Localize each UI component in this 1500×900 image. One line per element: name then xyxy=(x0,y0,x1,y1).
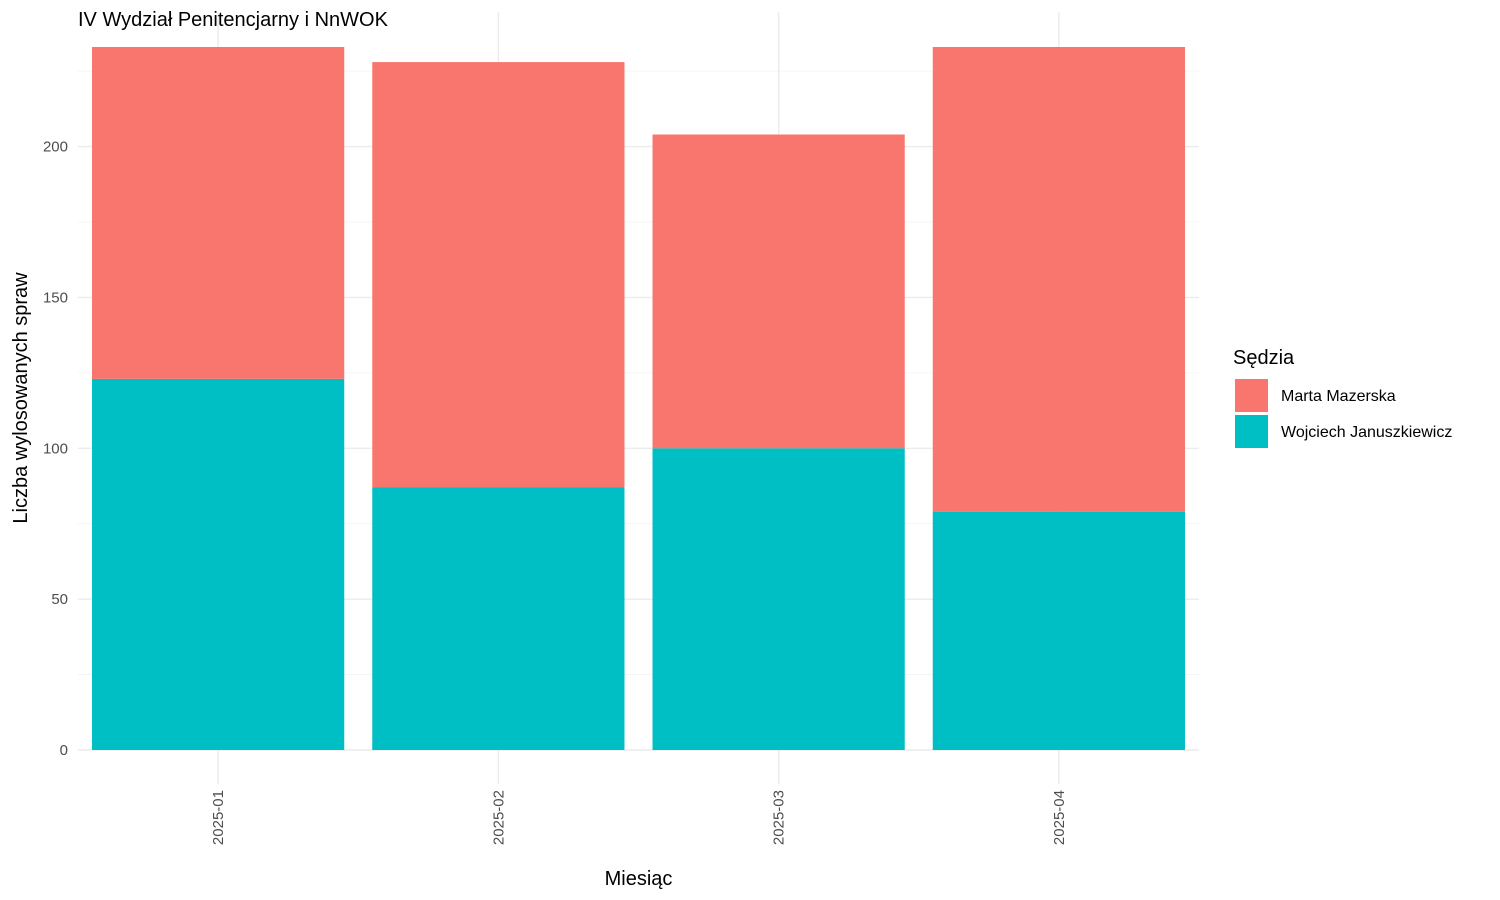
y-tick-label: 150 xyxy=(43,289,68,306)
y-tick-label: 100 xyxy=(43,440,68,457)
legend-items: Marta Mazerska Wojciech Januszkiewicz xyxy=(1235,379,1452,448)
bar-marta-mazerska-2025-03 xyxy=(652,134,905,449)
y-tick-label: 200 xyxy=(43,139,68,156)
legend-title: Sędzia xyxy=(1233,347,1295,369)
legend-label: Marta Mazerska xyxy=(1281,388,1396,405)
bar-wojciech-januszkiewicz-2025-01 xyxy=(92,378,345,750)
x-tick-label: 2025-03 xyxy=(771,790,788,845)
legend-swatch xyxy=(1235,379,1268,412)
chart-title: IV Wydział Penitencjarny i NnWOK xyxy=(78,9,389,31)
axes-layer: 0 50 100 150 200 2025-01 2025-02 2025-03 2025-04 xyxy=(43,139,1068,845)
y-tick-label: 50 xyxy=(51,591,68,608)
legend: Sędzia Marta Mazerska Wojciech Januszkiew… xyxy=(1233,347,1452,448)
x-tick-label: 2025-02 xyxy=(490,790,507,845)
y-axis-title: Liczba wylosowanych spraw xyxy=(10,272,32,524)
legend-swatch xyxy=(1235,415,1268,448)
bar-wojciech-januszkiewicz-2025-04 xyxy=(932,511,1185,750)
x-tick-label: 2025-04 xyxy=(1051,790,1068,845)
bar-wojciech-januszkiewicz-2025-03 xyxy=(652,448,905,750)
bar-marta-mazerska-2025-01 xyxy=(92,47,345,379)
bar-wojciech-januszkiewicz-2025-02 xyxy=(372,487,625,750)
legend-label: Wojciech Januszkiewicz xyxy=(1281,424,1452,441)
bar-marta-mazerska-2025-02 xyxy=(372,62,625,488)
x-axis-title: Miesiąc xyxy=(605,868,673,890)
y-tick-label: 0 xyxy=(60,742,68,759)
bar-marta-mazerska-2025-04 xyxy=(932,47,1185,512)
bars-layer xyxy=(92,47,1185,750)
x-tick-label: 2025-01 xyxy=(210,790,227,845)
